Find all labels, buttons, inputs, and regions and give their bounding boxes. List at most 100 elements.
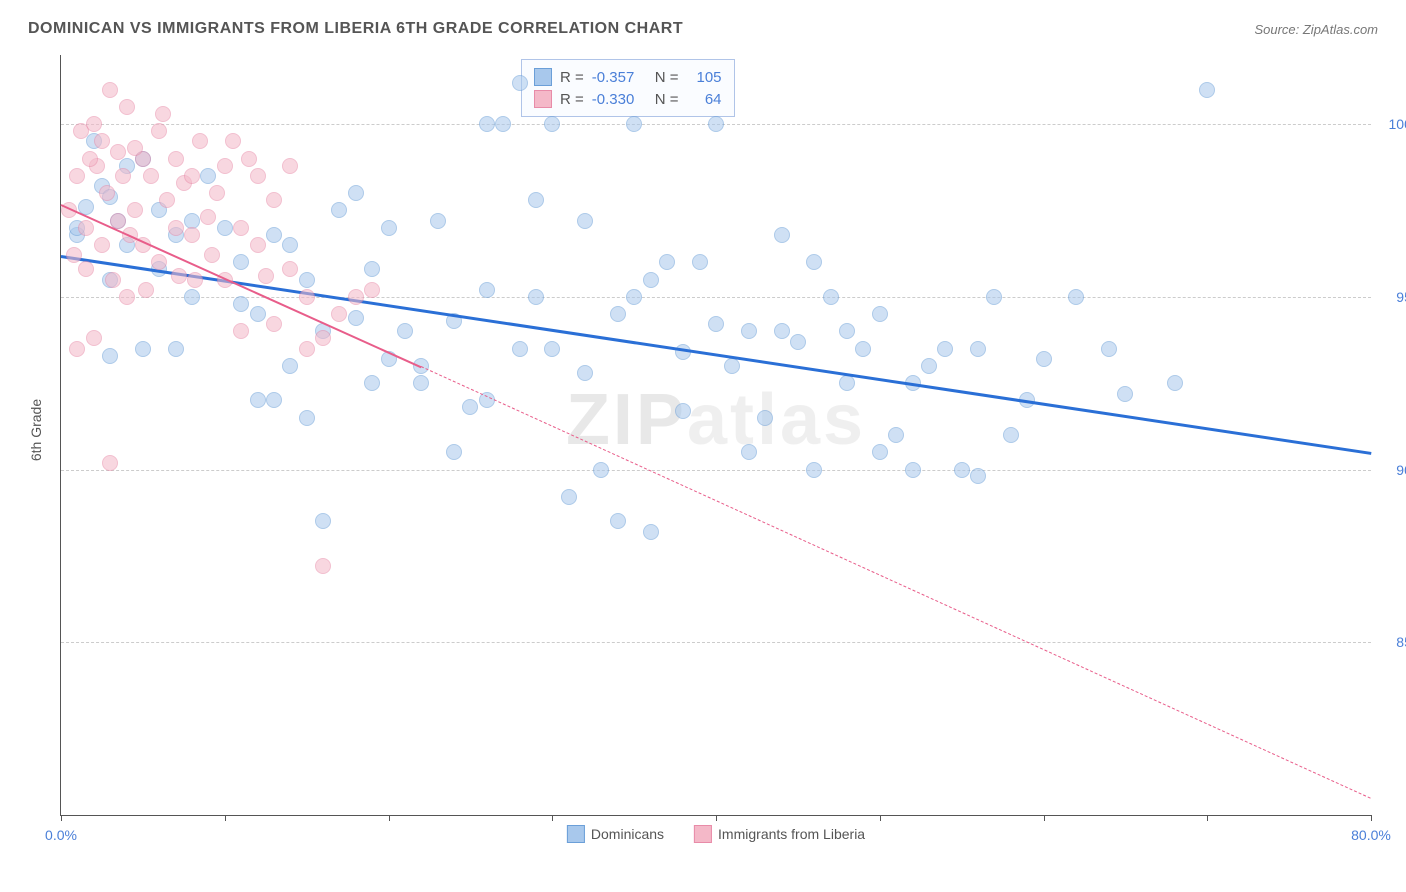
y-tick-label: 100.0%	[1381, 116, 1406, 132]
legend-n-label: N =	[655, 91, 679, 108]
x-tick-label: 0.0%	[45, 827, 77, 843]
y-axis-label: 6th Grade	[28, 399, 44, 461]
data-point	[872, 306, 888, 322]
data-point	[364, 282, 380, 298]
data-point	[970, 468, 986, 484]
data-point	[1036, 351, 1052, 367]
legend-swatch	[534, 90, 552, 108]
data-point	[217, 158, 233, 174]
data-point	[282, 158, 298, 174]
data-point	[102, 82, 118, 98]
plot-area: ZIPatlas R =-0.357N =105R =-0.330N =64 D…	[60, 55, 1371, 816]
data-point	[200, 168, 216, 184]
data-point	[225, 133, 241, 149]
data-point	[282, 358, 298, 374]
data-point	[78, 220, 94, 236]
data-point	[159, 192, 175, 208]
data-point	[105, 272, 121, 288]
data-point	[937, 341, 953, 357]
legend-series-item: Immigrants from Liberia	[694, 825, 865, 843]
data-point	[168, 151, 184, 167]
data-point	[184, 227, 200, 243]
watermark: ZIPatlas	[566, 379, 866, 461]
x-tick	[225, 815, 226, 821]
data-point	[331, 202, 347, 218]
data-point	[528, 192, 544, 208]
legend-r-value: -0.357	[592, 69, 647, 86]
data-point	[69, 341, 85, 357]
x-tick-label: 80.0%	[1351, 827, 1391, 843]
data-point	[86, 330, 102, 346]
data-point	[675, 344, 691, 360]
data-point	[102, 455, 118, 471]
legend-swatch	[567, 825, 585, 843]
data-point	[954, 462, 970, 478]
x-tick	[1044, 815, 1045, 821]
legend-n-value: 64	[687, 91, 722, 108]
data-point	[790, 334, 806, 350]
data-point	[115, 168, 131, 184]
data-point	[823, 289, 839, 305]
data-point	[643, 524, 659, 540]
data-point	[266, 316, 282, 332]
data-point	[479, 116, 495, 132]
x-tick	[61, 815, 62, 821]
data-point	[86, 116, 102, 132]
chart-title: DOMINICAN VS IMMIGRANTS FROM LIBERIA 6TH…	[28, 20, 683, 38]
data-point	[204, 247, 220, 263]
legend-series-label: Immigrants from Liberia	[718, 826, 865, 842]
data-point	[119, 99, 135, 115]
correlation-legend: R =-0.357N =105R =-0.330N =64	[521, 59, 735, 117]
data-point	[905, 462, 921, 478]
y-tick-label: 95.0%	[1381, 289, 1406, 305]
data-point	[577, 213, 593, 229]
data-point	[1167, 375, 1183, 391]
data-point	[741, 444, 757, 460]
trend-line	[61, 255, 1371, 454]
data-point	[241, 151, 257, 167]
data-point	[806, 462, 822, 478]
legend-swatch	[694, 825, 712, 843]
data-point	[692, 254, 708, 270]
data-point	[986, 289, 1002, 305]
data-point	[127, 140, 143, 156]
x-tick	[552, 815, 553, 821]
data-point	[1003, 427, 1019, 443]
data-point	[184, 289, 200, 305]
data-point	[397, 323, 413, 339]
data-point	[348, 185, 364, 201]
data-point	[643, 272, 659, 288]
data-point	[364, 375, 380, 391]
data-point	[250, 237, 266, 253]
data-point	[184, 168, 200, 184]
data-point	[708, 316, 724, 332]
data-point	[99, 185, 115, 201]
data-point	[94, 133, 110, 149]
data-point	[528, 289, 544, 305]
data-point	[250, 306, 266, 322]
data-point	[577, 365, 593, 381]
x-tick	[1207, 815, 1208, 821]
y-tick-label: 90.0%	[1381, 462, 1406, 478]
data-point	[1101, 341, 1117, 357]
data-point	[462, 399, 478, 415]
data-point	[315, 558, 331, 574]
gridline	[61, 470, 1371, 471]
data-point	[127, 202, 143, 218]
data-point	[774, 227, 790, 243]
data-point	[258, 268, 274, 284]
series-legend: DominicansImmigrants from Liberia	[567, 825, 865, 843]
data-point	[888, 427, 904, 443]
gridline	[61, 642, 1371, 643]
data-point	[479, 282, 495, 298]
x-tick	[1371, 815, 1372, 821]
x-tick	[716, 815, 717, 821]
data-point	[741, 323, 757, 339]
data-point	[381, 220, 397, 236]
data-point	[512, 75, 528, 91]
data-point	[626, 289, 642, 305]
data-point	[233, 323, 249, 339]
data-point	[94, 237, 110, 253]
data-point	[119, 289, 135, 305]
data-point	[872, 444, 888, 460]
